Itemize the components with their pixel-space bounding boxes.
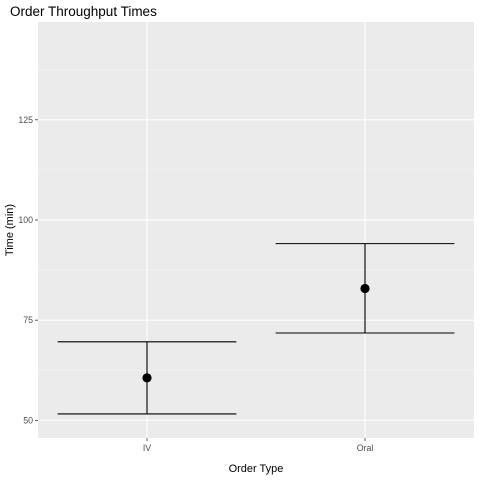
y-tick-label: 125 [18,115,33,125]
x-tick-label: IV [143,443,151,453]
mean-point [142,373,152,383]
marks-layer [57,243,455,415]
y-axis-title: Time (min) [4,204,16,256]
chart-title: Order Throughput Times [10,4,157,19]
plot-panel [38,22,474,438]
x-tick-label: Oral [357,443,374,453]
mean-point [360,283,370,294]
y-tick-label: 100 [18,215,33,225]
y-tick-label: 75 [23,315,33,325]
y-tick-label: 50 [23,415,33,425]
axis-layer: 50 75 100 125 IV Oral [18,115,373,453]
x-axis-title: Order Type [229,463,284,475]
